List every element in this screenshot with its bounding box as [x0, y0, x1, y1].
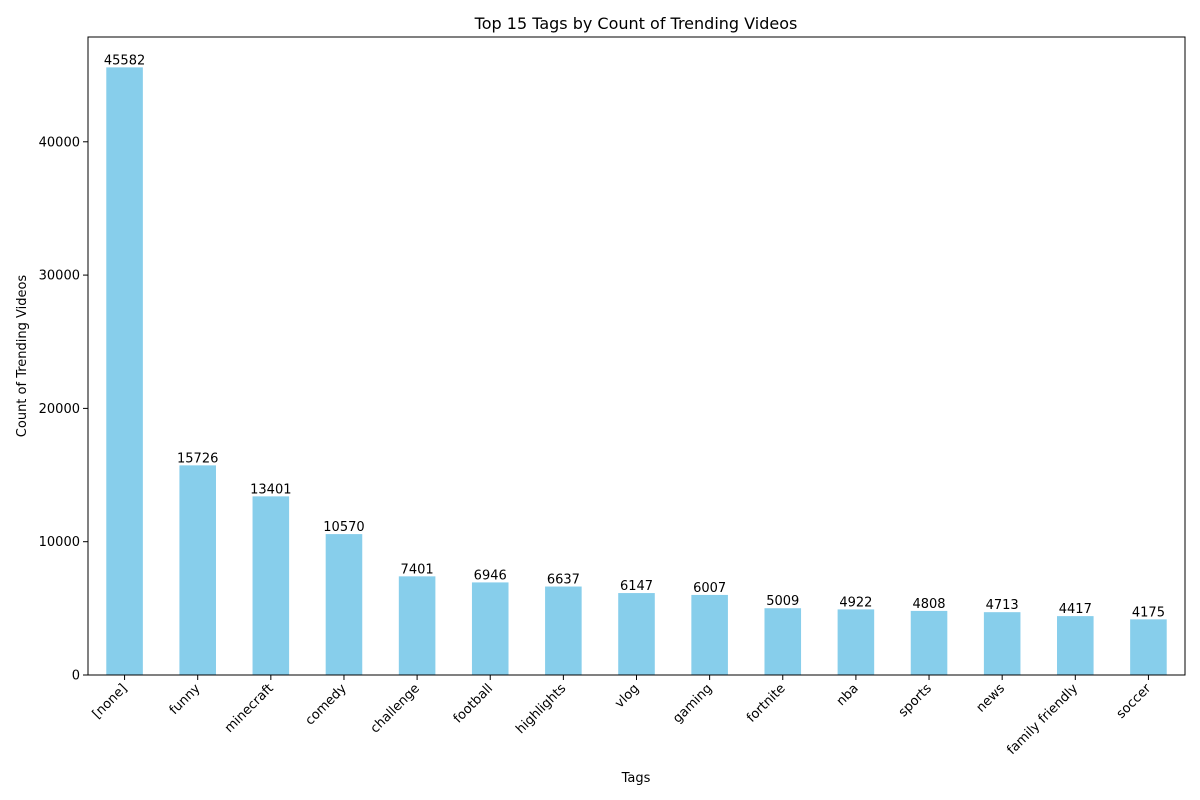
- x-tick-label: sports: [896, 681, 935, 720]
- bar-value-label: 45582: [104, 53, 145, 68]
- x-tick-label: football: [451, 681, 496, 726]
- x-tick-label: challenge: [368, 681, 423, 736]
- bar-value-label: 7401: [401, 562, 434, 577]
- bar-value-label: 4175: [1132, 605, 1165, 620]
- x-tick-label: soccer: [1114, 681, 1155, 722]
- bar-value-label: 6007: [693, 581, 726, 596]
- x-tick-label: gaming: [670, 681, 715, 726]
- bar-none: [106, 67, 143, 675]
- bar-value-label: 6946: [474, 568, 507, 583]
- bar-football: [471, 582, 509, 675]
- y-tick-label: 10000: [39, 535, 80, 550]
- x-tick-label: highlights: [513, 681, 569, 737]
- bar-value-label: 10570: [323, 520, 364, 535]
- x-tick-label: funny: [167, 681, 204, 718]
- x-tick-label: minecraft: [222, 681, 277, 736]
- x-tick-label: family friendly: [1004, 681, 1081, 758]
- bar-value-label: 6147: [620, 579, 653, 594]
- bar-gaming: [691, 594, 728, 675]
- bar-funny: [179, 465, 216, 675]
- y-tick-label: 30000: [39, 269, 80, 284]
- bar-nba: [837, 609, 875, 675]
- x-tick-label: [none]: [90, 681, 131, 722]
- plot-frame: [87, 36, 1186, 676]
- bar-value-label: 4808: [912, 597, 945, 612]
- bar-soccer: [1130, 619, 1167, 675]
- x-tick-label: nba: [834, 681, 862, 709]
- bar-value-label: 15726: [177, 451, 218, 466]
- x-tick-label: vlog: [612, 681, 642, 711]
- bar-sports: [910, 610, 948, 675]
- y-tick-label: 20000: [39, 402, 80, 417]
- bar-value-label: 4417: [1059, 602, 1092, 617]
- bar-comedy: [325, 534, 363, 675]
- x-axis: [none] funny minecraft comedy challenge footb…: [90, 675, 1155, 758]
- y-axis: 0 10000 20000 30000 40000: [39, 135, 88, 684]
- chart-title: Top 15 Tags by Count of Trending Videos: [474, 14, 798, 33]
- bar-value-label: 4713: [986, 598, 1019, 613]
- y-axis-label: Count of Trending Videos: [15, 275, 30, 438]
- x-tick-label: fortnite: [744, 681, 788, 725]
- bar-value-label: 13401: [250, 482, 291, 497]
- bar-value-label: 4922: [839, 595, 872, 610]
- bar-challenge: [398, 576, 436, 675]
- x-tick-label: comedy: [303, 681, 350, 728]
- bar-value-label: 6637: [547, 573, 580, 588]
- bar-vlog: [618, 593, 655, 675]
- bar-minecraft: [252, 496, 290, 675]
- data-labels-group: 45582 15726 13401 10570 7401 6946 6637 6147 6007…: [104, 53, 1165, 620]
- bar-value-label: 5009: [766, 594, 799, 609]
- x-axis-label: Tags: [621, 771, 651, 786]
- bar-highlights: [545, 586, 582, 675]
- bar-family-friendly: [1057, 616, 1094, 675]
- bar-news: [983, 612, 1021, 675]
- y-tick-label: 0: [72, 669, 80, 684]
- bars-group: [106, 67, 1167, 675]
- x-tick-label: news: [974, 681, 1009, 716]
- bar-fortnite: [764, 608, 802, 675]
- y-tick-label: 40000: [39, 135, 80, 150]
